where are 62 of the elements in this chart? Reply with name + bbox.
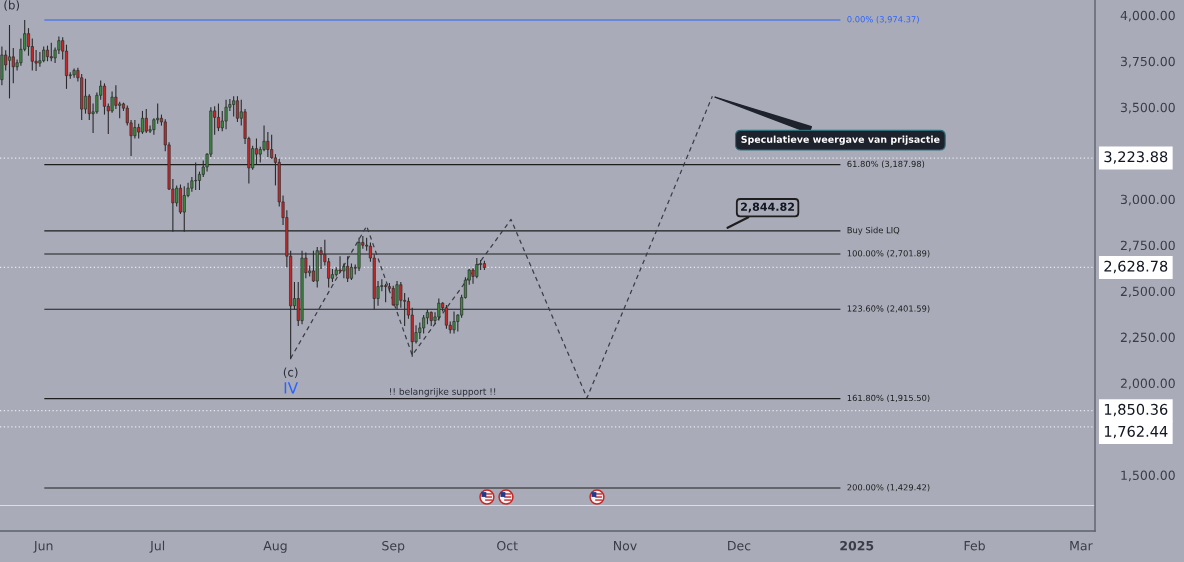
x-tick-label: Jul: [149, 540, 165, 553]
candlestick: [452, 310, 456, 335]
candlestick: [140, 110, 144, 135]
x-tick-label: 2025: [840, 540, 874, 551]
candlestick: [83, 78, 88, 115]
y-tick-label: 2,000.00: [1120, 378, 1175, 390]
candlestick: [270, 134, 274, 160]
y-tick-label: 3,000.00: [1120, 194, 1175, 206]
candlestick: [422, 314, 426, 335]
candlestick: [444, 304, 448, 330]
candlestick: [133, 119, 137, 140]
ref-line-label: 3,223.88: [1104, 151, 1168, 164]
candlestick: [38, 51, 42, 68]
ref-line-label: 1,762.44: [1104, 425, 1168, 439]
x-tick-label: Aug: [263, 541, 287, 553]
candlestick: [178, 183, 182, 215]
candlestick: [254, 137, 258, 165]
annotation: (c): [283, 367, 298, 379]
ref-line-label: 1,850.36: [1104, 403, 1168, 417]
x-tick-label: Sep: [382, 540, 405, 553]
x-tick-label: Nov: [614, 541, 637, 551]
candlestick: [232, 95, 236, 117]
candlestick: [49, 42, 53, 62]
y-tick-label: 1,500.00: [1121, 470, 1175, 482]
ref-line-label: 2,628.78: [1104, 260, 1168, 274]
y-tick-label: 3,500.00: [1120, 102, 1175, 114]
annotation: 2,844.82: [741, 202, 795, 213]
candlestick: [395, 280, 399, 311]
ref-line-label: 123.60% (2,401.59): [847, 305, 930, 313]
candlestick: [391, 285, 395, 307]
candlestick: [224, 99, 228, 130]
y-tick-label: 3,750.00: [1120, 56, 1175, 68]
candlestick: [194, 161, 198, 191]
ref-line-label: 200.00% (1,429.42): [847, 484, 930, 492]
candlestick: [437, 297, 441, 322]
candlestick: [144, 108, 148, 134]
y-tick-label: 2,250.00: [1120, 332, 1175, 344]
candlestick: [338, 255, 342, 274]
ref-line-label: Buy Side LIQ: [847, 226, 900, 235]
y-tick-label: 2,500.00: [1120, 286, 1175, 298]
annotation: (b): [4, 0, 20, 11]
annotation: IV: [284, 382, 298, 394]
candlestick: [216, 102, 220, 132]
annotation: !! belangrijke support !!: [390, 387, 496, 397]
candlestick: [471, 267, 475, 285]
candlestick: [182, 185, 186, 233]
x-tick-label: Oct: [497, 540, 518, 551]
candlestick: [266, 131, 270, 158]
candlestick: [7, 24, 12, 99]
x-tick-label: Mar: [1070, 541, 1093, 551]
x-tick-label: Jun: [33, 541, 53, 553]
x-tick-label: Dec: [728, 541, 751, 551]
ref-line-label: 0.00% (3,974.37): [847, 15, 919, 24]
y-tick-label: 4,000.00: [1120, 10, 1175, 22]
candlestick: [102, 82, 107, 116]
x-tick-label: Feb: [964, 540, 985, 551]
candlestick: [235, 95, 239, 123]
ref-line-label: 100.00% (2,701.89): [847, 250, 930, 258]
ref-line-label: 61.80% (3,187.98): [847, 160, 925, 169]
ref-line-label: 161.80% (1,915.50): [847, 394, 930, 403]
y-tick-label: 2,750.00: [1120, 240, 1175, 252]
annotation: Speculatieve weergave van prijsactie: [741, 135, 940, 145]
